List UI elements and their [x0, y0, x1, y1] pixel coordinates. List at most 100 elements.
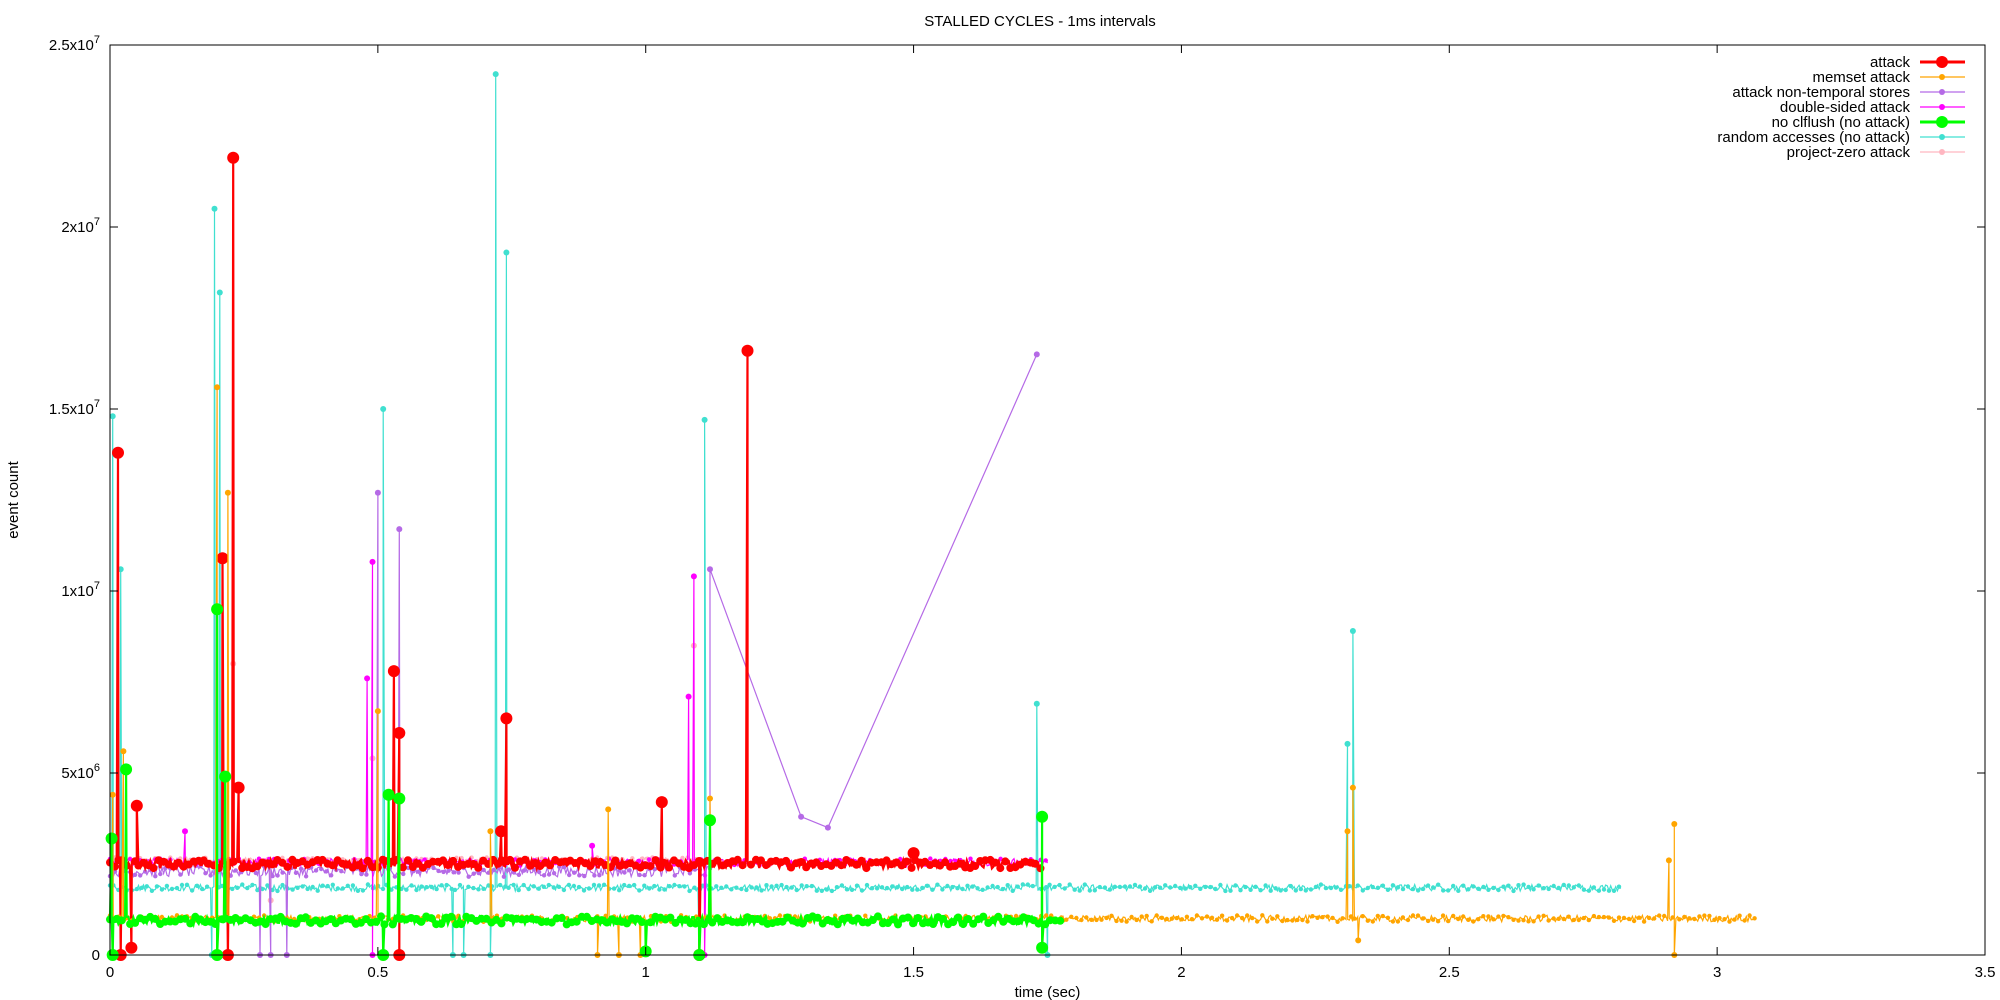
data-point: [646, 918, 655, 927]
data-point: [1441, 888, 1446, 893]
chart-title: STALLED CYCLES - 1ms intervals: [924, 13, 1155, 30]
data-point: [476, 887, 481, 892]
data-point: [971, 862, 980, 870]
data-point: [1481, 914, 1486, 919]
data-point: [1015, 884, 1020, 889]
data-point: [1127, 884, 1133, 889]
data-point: [1107, 887, 1113, 892]
data-point: [834, 885, 840, 890]
data-point: [1636, 915, 1642, 920]
data-point: [159, 914, 165, 920]
data-point: [1044, 913, 1049, 918]
data-point: [503, 884, 508, 889]
data-point: [1606, 915, 1612, 920]
data-point: [1385, 887, 1391, 892]
data-point: [1199, 916, 1205, 921]
legend-label: double-sided attack: [1780, 99, 1911, 116]
data-point: [417, 917, 426, 926]
data-point: [1229, 915, 1235, 921]
data-point: [1466, 917, 1471, 922]
data-point: [1390, 883, 1396, 888]
data-point: [364, 872, 369, 877]
data-point: [374, 489, 381, 496]
data-point: [1551, 883, 1556, 889]
data-point: [611, 886, 617, 891]
data-point: [451, 870, 456, 875]
data-point: [1581, 887, 1587, 892]
data-point: [1601, 887, 1607, 892]
data-point: [572, 870, 577, 875]
y-tick-label: 0: [92, 947, 100, 964]
data-point: [498, 882, 503, 888]
data-point: [1218, 882, 1223, 888]
data-point: [637, 872, 642, 878]
data-point: [939, 914, 948, 923]
series-line: [108, 609, 1065, 956]
legend-item: memset attack: [1812, 69, 1965, 86]
data-point: [953, 858, 958, 863]
data-point: [295, 885, 300, 890]
data-point: [1283, 887, 1288, 893]
data-point: [1149, 919, 1154, 924]
data-point: [627, 883, 632, 889]
data-point: [1727, 919, 1732, 924]
data-point: [724, 884, 729, 889]
data-point: [315, 888, 320, 893]
data-point: [1178, 885, 1183, 891]
legend-item: attack non-temporal stores: [1732, 84, 1965, 101]
data-point: [586, 862, 595, 870]
data-point: [1646, 915, 1652, 921]
data-point: [310, 884, 315, 890]
data-point: [293, 870, 299, 875]
data-point: [109, 791, 116, 798]
data-point: [1067, 882, 1072, 887]
data-point: [1265, 919, 1270, 924]
data-point: [211, 920, 220, 928]
data-point: [1430, 885, 1436, 890]
data-point: [1360, 888, 1366, 893]
data-point: [622, 870, 627, 875]
data-point: [1044, 885, 1049, 890]
data-point: [1193, 883, 1198, 888]
data-point: [260, 886, 265, 892]
data-point: [642, 873, 647, 878]
data-point: [1456, 916, 1461, 922]
data-point: [149, 864, 158, 873]
data-point: [1576, 883, 1582, 888]
data-point: [1183, 886, 1188, 891]
data-point: [1752, 916, 1757, 921]
data-point: [929, 920, 938, 928]
data-point: [603, 913, 608, 918]
data-point: [902, 857, 911, 866]
data-point: [920, 885, 925, 891]
data-point: [457, 920, 466, 929]
data-point: [230, 886, 235, 892]
data-point: [380, 886, 386, 892]
data-point: [797, 858, 806, 866]
data-point: [1370, 884, 1376, 890]
data-point: [1084, 915, 1089, 920]
data-point: [109, 413, 116, 420]
data-point: [424, 885, 429, 890]
data-point: [359, 871, 364, 877]
data-point: [229, 857, 238, 866]
data-point: [1476, 886, 1481, 891]
data-point: [261, 920, 270, 928]
data-point: [1142, 886, 1148, 891]
data-point: [194, 883, 200, 888]
data-point: [687, 888, 692, 894]
data-point: [632, 882, 637, 888]
data-point: [1318, 882, 1324, 887]
data-point: [521, 868, 527, 873]
data-point: [1250, 915, 1255, 921]
data-point: [862, 864, 871, 873]
data-point: [521, 882, 526, 888]
data-point: [1036, 810, 1049, 823]
y-tick-label: 2x107: [61, 216, 100, 236]
data-point: [471, 885, 476, 891]
data-point: [184, 882, 190, 887]
data-point: [794, 887, 799, 893]
data-point: [844, 887, 850, 892]
data-point: [1561, 882, 1567, 888]
data-point: [672, 873, 677, 878]
